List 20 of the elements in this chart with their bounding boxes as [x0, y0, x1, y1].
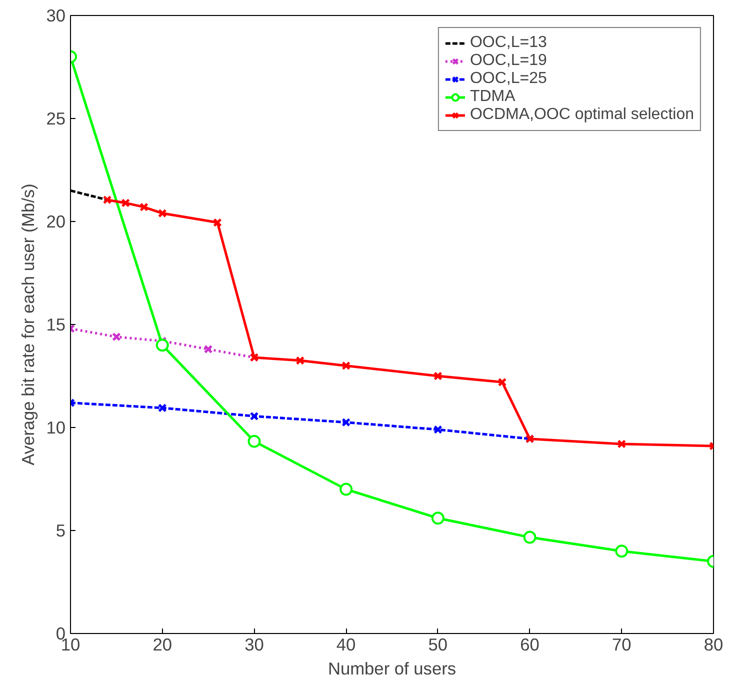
x-tick-label: 30	[244, 634, 264, 654]
legend-label: OCDMA,OOC optimal selection	[470, 106, 694, 124]
y-tick-label: 25	[46, 108, 66, 128]
legend-label: OOC,L=19	[470, 52, 547, 70]
y-tick-label: 5	[56, 520, 66, 540]
x-tick-label: 60	[520, 634, 540, 654]
y-tick-label: 15	[46, 314, 66, 334]
x-tick-label: 70	[612, 634, 632, 654]
y-tick-label: 20	[46, 212, 66, 232]
legend-label: TDMA	[470, 88, 516, 106]
y-tick-label: 10	[46, 418, 66, 438]
legend-label: OOC,L=25	[470, 70, 547, 88]
legend-label: OOC,L=13	[470, 34, 547, 52]
x-tick-label: 20	[152, 634, 172, 654]
y-axis-title: Average bit rate for each user (Mb/s)	[18, 184, 38, 466]
y-tick-label: 30	[46, 6, 66, 26]
x-axis-title: Number of users	[328, 658, 456, 678]
x-tick-label: 40	[336, 634, 356, 654]
x-tick-label: 80	[704, 634, 724, 654]
x-tick-label: 50	[428, 634, 448, 654]
